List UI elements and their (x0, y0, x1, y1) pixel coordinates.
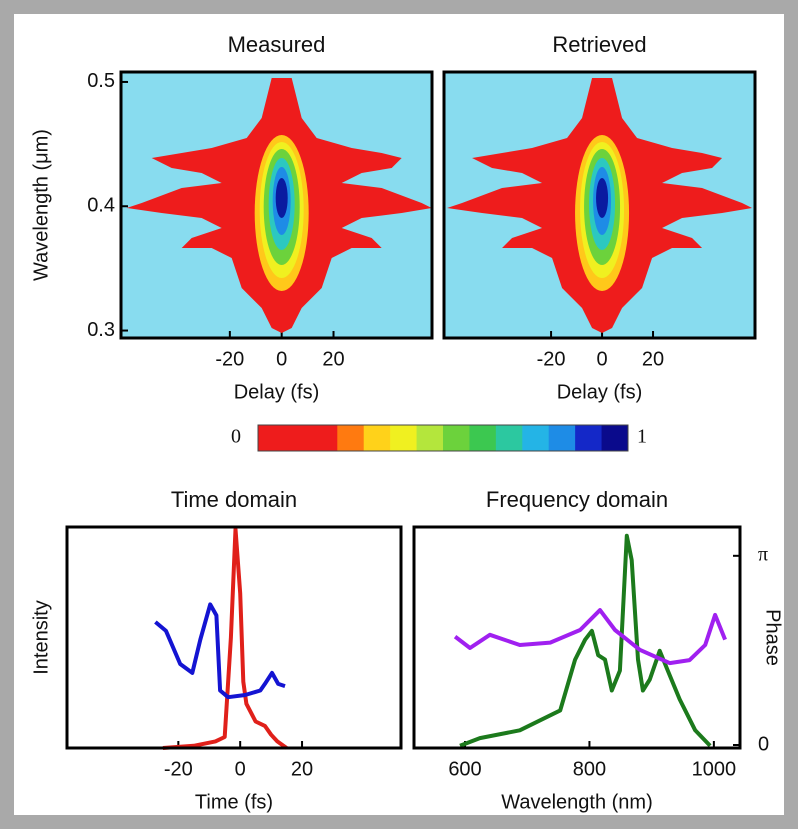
colorbar-segment (416, 425, 444, 451)
y-axis-label: Wavelength (μm) (30, 129, 52, 281)
x-tick-label: 0 (596, 348, 607, 370)
x-tick-label: 0 (235, 758, 246, 780)
colorbar-segment (522, 425, 550, 451)
x-tick-label: 20 (291, 758, 313, 780)
data-line (453, 608, 727, 666)
y2-axis-label: Phase (762, 609, 784, 666)
colorbar-segment (258, 425, 285, 451)
data-line (459, 533, 712, 748)
chart-title: Retrieved (552, 32, 646, 57)
colorbar-segment (337, 425, 365, 451)
x-axis-label: Time (fs) (195, 791, 273, 813)
colorbar-segment (284, 425, 312, 451)
x-tick-label: -20 (164, 758, 193, 780)
plot-frame (65, 525, 403, 750)
colorbar-segment (548, 425, 576, 451)
colorbar-segment (575, 425, 603, 451)
contour-region (275, 178, 288, 218)
colorbar-segment (469, 425, 497, 451)
colorbar-segment (363, 425, 391, 451)
x-tick-label: -20 (537, 348, 566, 370)
y-tick-label: 0.4 (87, 195, 115, 217)
colorbar-segment (390, 425, 418, 451)
colorbar-segment (310, 425, 338, 451)
plot-frame (119, 70, 434, 340)
y-tick-label: 0.3 (87, 319, 115, 341)
x-axis-label: Delay (fs) (557, 381, 643, 403)
plot-frame (442, 70, 757, 340)
data-line (154, 602, 286, 700)
chart-title: Measured (228, 32, 326, 57)
y2-tick-label: 0 (758, 733, 769, 755)
x-tick-label: 0 (276, 348, 287, 370)
chart-title: Frequency domain (486, 487, 668, 512)
colorbar-segment (495, 425, 523, 451)
colorbar-segment (443, 425, 470, 451)
y2-tick-label: π (758, 543, 768, 565)
colorbar-frame (257, 424, 629, 452)
x-tick-label: -20 (215, 348, 244, 370)
x-axis-label: Wavelength (nm) (501, 791, 653, 813)
x-tick-label: 600 (448, 758, 481, 780)
y-tick-label: 0.5 (87, 70, 115, 92)
colorbar-tick-label: 0 (231, 426, 241, 448)
x-tick-label: 1000 (692, 758, 737, 780)
x-tick-label: 20 (642, 348, 664, 370)
data-line (162, 527, 288, 750)
colorbar-tick-label: 1 (637, 426, 647, 448)
plot-frame (412, 525, 742, 750)
x-tick-label: 800 (573, 758, 606, 780)
x-tick-label: 20 (322, 348, 344, 370)
y-axis-label: Intensity (30, 600, 52, 674)
chart-title: Time domain (171, 487, 297, 512)
x-axis-label: Delay (fs) (234, 381, 320, 403)
colorbar-segment (601, 425, 629, 451)
contour-region (596, 178, 609, 218)
